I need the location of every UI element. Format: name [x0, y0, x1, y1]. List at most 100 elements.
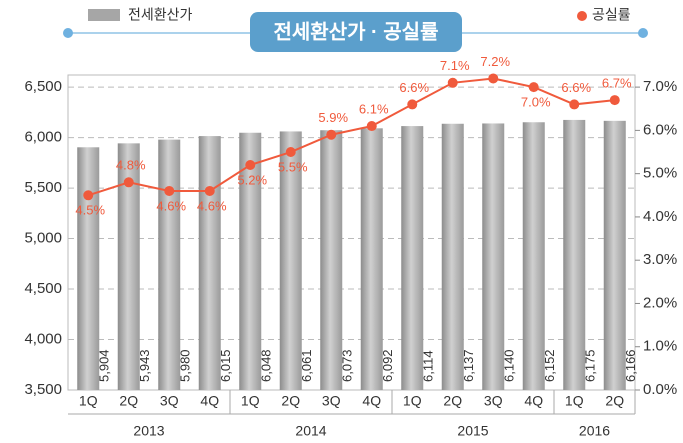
x-tick-label: 1Q	[79, 393, 98, 409]
point	[204, 185, 215, 196]
header-dot	[638, 28, 648, 38]
x-group-label: 2013	[133, 423, 164, 439]
header-dot	[63, 28, 73, 38]
y2-tick-label: 0.0%	[643, 381, 677, 398]
y-tick-label: 5,000	[24, 230, 62, 247]
x-tick-label: 2Q	[443, 393, 462, 409]
line-value-label: 6.6%	[399, 80, 429, 95]
bar-value-label: 6,152	[542, 349, 557, 382]
y-tick-label: 5,500	[24, 179, 62, 196]
bar	[239, 132, 262, 390]
x-tick-label: 2Q	[281, 393, 300, 409]
bar-value-label: 6,061	[299, 349, 314, 382]
bar-value-label: 6,073	[340, 349, 355, 382]
y2-tick-label: 7.0%	[643, 78, 677, 95]
bar	[522, 122, 545, 390]
point	[447, 77, 458, 88]
legend-label: 공실률	[592, 7, 631, 23]
point	[245, 160, 256, 170]
bar	[77, 147, 100, 390]
y-tick-label: 4,500	[24, 280, 62, 297]
bar-value-label: 5,980	[178, 349, 193, 382]
x-tick-label: 1Q	[565, 393, 584, 409]
point	[569, 99, 580, 110]
bar-value-label: 5,943	[137, 349, 152, 382]
bar-value-label: 6,092	[380, 349, 395, 382]
point	[609, 95, 620, 106]
x-tick-label: 1Q	[403, 393, 422, 409]
line-value-label: 5.5%	[278, 159, 308, 174]
point	[83, 190, 94, 201]
line-value-label: 4.6%	[156, 198, 186, 213]
plot-frame	[67, 74, 636, 391]
y2-tick-label: 6.0%	[643, 121, 677, 138]
line-value-label: 5.2%	[237, 172, 267, 187]
x-group-label: 2014	[295, 423, 326, 439]
point	[164, 185, 175, 196]
y2-tick-label: 5.0%	[643, 165, 677, 182]
bar	[158, 139, 181, 390]
line-value-label: 6.6%	[561, 80, 591, 95]
bar-value-label: 5,904	[97, 349, 112, 382]
y2-tick-label: 3.0%	[643, 251, 677, 268]
legend-label: 전세환산가	[128, 7, 193, 23]
bar	[563, 119, 586, 390]
x-tick-label: 4Q	[200, 393, 219, 409]
line-value-label: 4.8%	[116, 158, 146, 173]
title-banner	[250, 12, 462, 52]
y2-tick-label: 4.0%	[643, 208, 677, 225]
chart-title: 전세환산가 · 공실률	[274, 20, 439, 43]
line	[87, 77, 615, 197]
legend-swatch	[88, 9, 120, 21]
x-tick-label: 2Q	[119, 393, 138, 409]
x-tick-label: 4Q	[362, 393, 381, 409]
point	[123, 177, 134, 188]
bar	[441, 123, 464, 391]
bar	[117, 143, 140, 390]
bar-value-label: 6,015	[218, 349, 233, 382]
x-tick-label: 2Q	[605, 393, 624, 409]
legend-swatch	[577, 11, 587, 21]
bar	[482, 123, 505, 390]
bar	[360, 128, 383, 391]
point	[366, 121, 377, 132]
point	[407, 99, 418, 110]
bar	[198, 136, 221, 390]
bar-value-label: 6,048	[259, 349, 274, 382]
y-tick-label: 3,500	[24, 381, 62, 398]
x-group-label: 2016	[579, 423, 610, 439]
y-tick-label: 6,500	[24, 78, 62, 95]
x-tick-label: 1Q	[241, 393, 260, 409]
point	[285, 147, 296, 158]
line-value-label: 7.1%	[440, 58, 470, 73]
x-tick-label: 3Q	[322, 393, 341, 409]
line-value-label: 5.9%	[318, 110, 348, 125]
line-value-label: 7.2%	[480, 54, 510, 69]
bar	[401, 126, 424, 390]
line-value-label: 4.6%	[197, 198, 227, 213]
line-value-label: 4.5%	[75, 203, 105, 218]
bar-value-label: 6,114	[421, 350, 436, 382]
y-tick-label: 6,000	[24, 129, 62, 146]
line-value-label: 7.0%	[521, 95, 551, 110]
y2-tick-label: 1.0%	[643, 338, 677, 355]
x-group-label: 2015	[457, 423, 488, 439]
line-value-label: 6.1%	[359, 101, 389, 116]
x-tick-label: 3Q	[160, 393, 179, 409]
point	[488, 73, 499, 84]
line-value-label: 6.7%	[602, 76, 632, 91]
bar	[603, 120, 626, 390]
bar	[279, 131, 302, 390]
point	[326, 129, 337, 140]
bar-value-label: 6,140	[502, 349, 517, 382]
bar-value-label: 6,166	[623, 349, 638, 382]
x-tick-label: 4Q	[524, 393, 543, 409]
bar-value-label: 6,137	[461, 349, 476, 382]
x-tick-label: 3Q	[484, 393, 503, 409]
y-tick-label: 4,000	[24, 330, 62, 347]
bar-value-label: 6,175	[583, 349, 598, 382]
bar	[320, 130, 343, 391]
point	[528, 82, 539, 93]
y2-tick-label: 2.0%	[643, 294, 677, 311]
